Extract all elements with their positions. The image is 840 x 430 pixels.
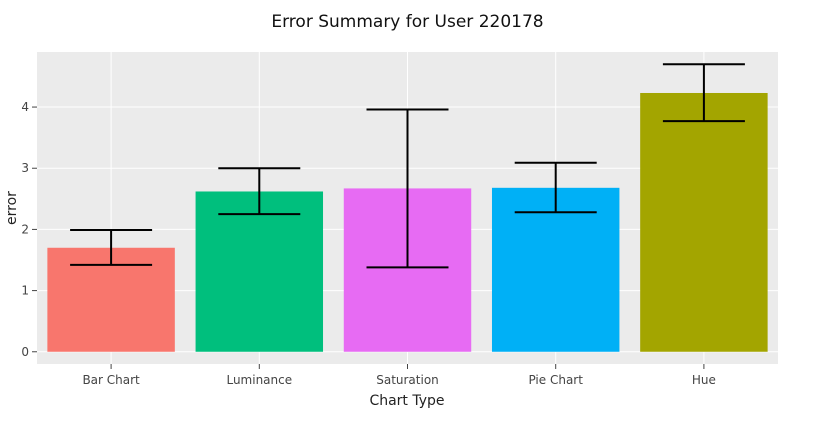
x-tick-label: Luminance: [226, 373, 292, 387]
y-tick-label: 2: [21, 222, 29, 236]
x-tick-label: Bar Chart: [82, 373, 140, 387]
bar-luminance: [195, 191, 324, 352]
y-axis: 0 1 2 3 4: [21, 100, 37, 359]
error-bars-group: [70, 63, 745, 269]
x-tick-label: Pie Chart: [528, 373, 583, 387]
y-tick-label: 3: [21, 161, 29, 175]
y-axis-title: error: [4, 191, 20, 225]
x-tick-label: Saturation: [376, 373, 439, 387]
bar-pie-chart: [491, 187, 620, 352]
x-axis-title: Chart Type: [369, 393, 444, 409]
bar-hue: [640, 92, 768, 352]
y-tick-label: 1: [21, 284, 29, 298]
chart-title: Error Summary for User 220178: [271, 12, 544, 32]
x-tick-label: Hue: [692, 373, 716, 387]
y-tick-label: 0: [21, 345, 29, 359]
y-tick-label: 4: [21, 100, 29, 114]
x-axis: Bar Chart Luminance Saturation Pie Chart Hue: [82, 364, 716, 387]
